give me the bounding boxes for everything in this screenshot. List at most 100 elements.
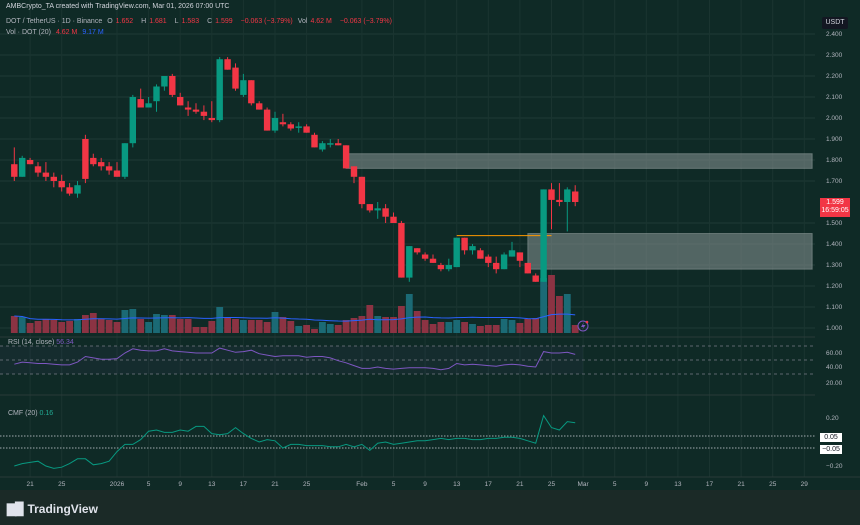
candle-up [295,126,302,128]
volume-bars [10,275,579,333]
time-tick: 5 [392,481,396,488]
tradingview-logo[interactable]: ▇▉ TradingView [7,502,98,516]
candle-down [350,166,358,177]
candle-down [382,208,389,217]
currency-badge[interactable]: USDT [822,17,848,29]
candle-down [532,275,539,282]
volume-bar [342,320,350,333]
candle-down [26,160,34,165]
candle-down [390,216,397,223]
candle-down [224,59,231,70]
cmf-legend[interactable]: CMF (20) 0.16 [8,410,53,417]
candle-down [414,248,421,253]
candle-down [437,265,445,270]
candle-down [90,157,97,165]
volume-indicator-name: Vol · DOT (20) [6,29,51,36]
ohlc-close: C 1.599 [207,18,233,25]
ohlc-high: H 1.681 [141,18,167,25]
candle-down [42,172,50,177]
volume-bar [358,316,366,333]
time-tick: 9 [178,481,182,488]
time-tick: 13 [208,481,216,488]
time-tick: 25 [58,481,66,488]
volume-bar [374,316,382,333]
volume-bar [437,322,445,333]
volume-legend: Vol 4.62 M [297,18,332,25]
rsi-tick: 60.00 [826,350,843,357]
candle-down [358,176,366,205]
volume-bar [137,319,145,333]
cmf-lower-band-tag: −0.05 [820,445,842,454]
time-tick: 13 [453,481,461,488]
time-tick: 17 [240,481,248,488]
rsi-tick: 40.00 [826,364,843,371]
volume-bar [216,307,224,333]
time-axis[interactable]: 21 25 2026 5 9 13 17 21 25 Feb 5 9 13 17 21 25 Mar 5 9 13 17… [26,481,808,488]
volume-bar [82,315,89,333]
volume-bar [34,321,42,333]
candle-down [279,122,287,125]
volume-ma-line [14,313,576,322]
rsi-legend[interactable]: RSI (14, close) 56.34 [8,339,74,346]
time-tick: 17 [485,481,493,488]
candle-down [366,204,373,211]
volume-bar [200,327,208,333]
candle-down [398,223,405,278]
candle-down [256,103,263,110]
candle-down [98,162,105,167]
volume-indicator-legend[interactable]: Vol · DOT (20) 4.62 M 9.17 M [6,29,107,36]
volume-bar [255,320,263,333]
candle-down [200,111,208,116]
time-tick: 13 [674,481,682,488]
price-axis[interactable]: 2.400 2.300 2.200 2.100 2.000 1.900 1.800 1.700… [826,31,843,470]
rsi-tick: 20.00 [826,380,843,387]
volume-bar [279,317,287,333]
last-price-value: 1.599 [826,199,844,206]
volume-bar [453,320,461,333]
candle-down [192,109,200,112]
volume-bar [161,315,168,333]
volume-bar [66,321,73,333]
volume-ma-value: 9.17 M [82,29,104,36]
volume-bar [50,320,58,333]
candle-up [121,143,129,177]
cmf-label: CMF (20) [8,410,38,417]
volume-bar [540,278,547,333]
candle-down [548,189,555,200]
volume-bar [271,312,279,333]
candle-down [177,97,184,106]
volume-bar [334,325,342,333]
candle-up [406,246,413,278]
time-tick: 21 [271,481,279,488]
volume-bar [145,322,152,333]
candle-up [374,208,381,211]
time-tick: 17 [706,481,714,488]
volume-bar [350,318,358,333]
volume-bar [413,311,421,333]
volume-bar [168,315,176,333]
symbol-legend[interactable]: DOT / TetherUS · 1D · Binance O 1.652 H 1.… [6,18,395,25]
volume-bar [563,294,571,333]
volume-bar [548,275,555,333]
price-tick: 2.200 [826,73,843,80]
symbol-name[interactable]: DOT / TetherUS · 1D · Binance [6,18,103,25]
volume-bar [121,310,129,333]
price-tick: 2.400 [826,31,843,38]
price-tick: 1.000 [826,325,843,332]
candle-down [477,250,484,259]
cmf-tick: 0.20 [826,415,839,422]
volume-bar [295,326,303,333]
rsi-value: 56.34 [56,339,74,346]
volume-bar [97,319,105,333]
volume-bar [232,319,239,333]
time-tick: 29 [801,481,809,488]
candle-down [82,139,89,179]
cmf-line [14,414,576,469]
volume-bar [390,317,397,333]
alert-icon[interactable] [577,320,589,332]
price-tick: 1.400 [826,241,843,248]
candle-down [105,166,113,171]
volume-bar [263,322,271,333]
price-tick: 1.700 [826,178,843,185]
